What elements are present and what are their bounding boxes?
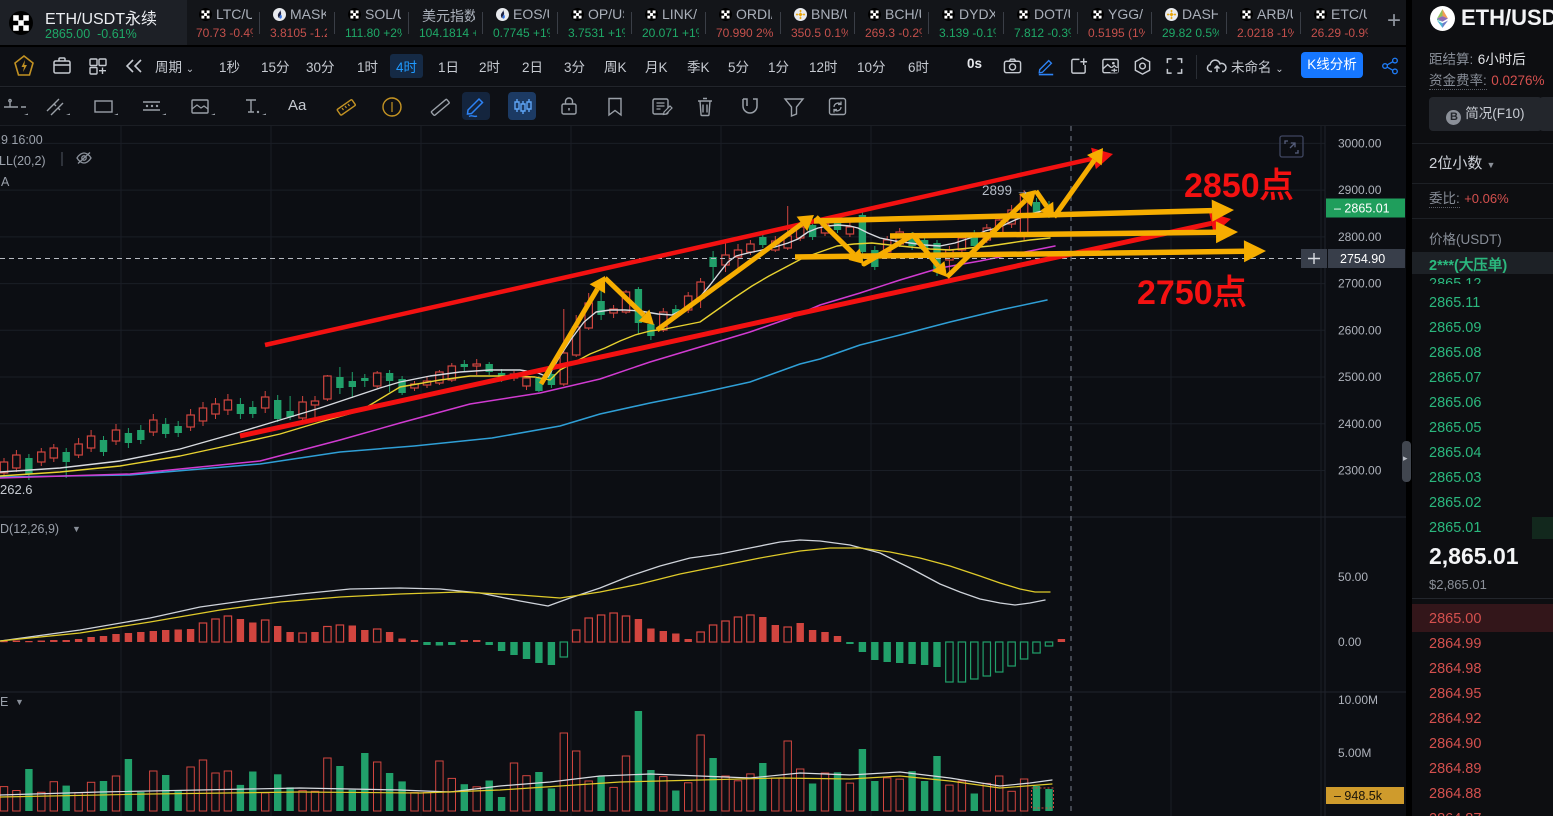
svg-text:0.00: 0.00 (1338, 635, 1362, 649)
svg-text:– 948.5k: – 948.5k (1334, 789, 1383, 803)
svg-text:2300.00: 2300.00 (1338, 464, 1382, 478)
svg-text:LL(20,2): LL(20,2) (0, 154, 46, 168)
svg-text:2899 →: 2899 → (982, 183, 1029, 198)
svg-text:2850点: 2850点 (1184, 167, 1294, 205)
svg-text:2700.00: 2700.00 (1338, 277, 1382, 291)
svg-text:50.00: 50.00 (1338, 570, 1368, 584)
svg-text:– 2865.01: – 2865.01 (1334, 202, 1390, 216)
svg-text:2600.00: 2600.00 (1338, 323, 1382, 337)
svg-text:2500.00: 2500.00 (1338, 370, 1382, 384)
svg-text:9 16:00: 9 16:00 (1, 133, 43, 147)
svg-text:5.00M: 5.00M (1338, 746, 1371, 760)
svg-text:2800.00: 2800.00 (1338, 230, 1382, 244)
svg-text:A: A (1, 175, 10, 189)
svg-text:262.6: 262.6 (0, 482, 33, 497)
svg-text:▼: ▼ (15, 697, 24, 707)
svg-text:E: E (0, 695, 8, 709)
svg-text:3000.00: 3000.00 (1338, 136, 1382, 150)
svg-text:10.00M: 10.00M (1338, 693, 1378, 707)
svg-text:▼: ▼ (72, 524, 81, 534)
svg-text:2400.00: 2400.00 (1338, 417, 1382, 431)
svg-text:2750点: 2750点 (1137, 274, 1247, 312)
svg-text:2900.00: 2900.00 (1338, 183, 1382, 197)
svg-text:2754.90: 2754.90 (1340, 252, 1385, 266)
svg-text:D(12,26,9): D(12,26,9) (0, 522, 59, 536)
